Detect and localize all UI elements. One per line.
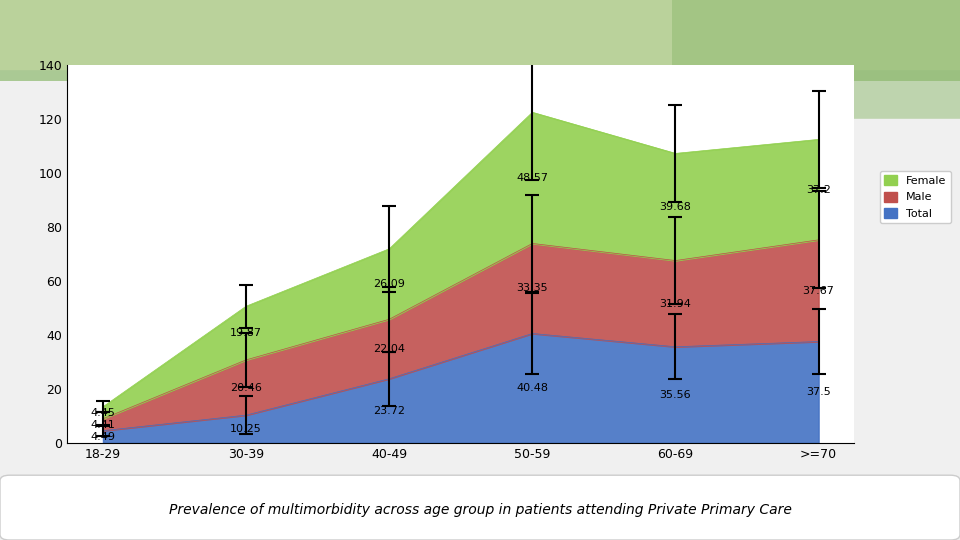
Text: 4.41: 4.41	[90, 420, 115, 430]
Text: 35.56: 35.56	[660, 390, 691, 400]
Text: 31.94: 31.94	[660, 299, 691, 309]
Text: 26.09: 26.09	[373, 279, 405, 289]
Text: 48.57: 48.57	[516, 173, 548, 183]
Text: 10.25: 10.25	[230, 424, 262, 434]
Legend: Female, Male, Total: Female, Male, Total	[879, 171, 951, 223]
Text: Prevalence of multimorbidity across age group in patients attending Private Prim: Prevalence of multimorbidity across age …	[169, 503, 791, 517]
Text: 4.49: 4.49	[90, 432, 115, 442]
Text: 4.45: 4.45	[90, 408, 115, 418]
FancyBboxPatch shape	[0, 475, 960, 540]
Text: 40.48: 40.48	[516, 383, 548, 393]
FancyBboxPatch shape	[672, 0, 960, 119]
Text: 20.46: 20.46	[230, 382, 262, 393]
Text: 37.67: 37.67	[803, 286, 834, 296]
Text: 22.04: 22.04	[373, 344, 405, 354]
Text: 23.72: 23.72	[373, 406, 405, 416]
Text: 19.87: 19.87	[230, 328, 262, 338]
Text: 39.68: 39.68	[660, 202, 691, 212]
Text: 37.5: 37.5	[806, 387, 831, 397]
FancyBboxPatch shape	[0, 0, 960, 81]
Text: 33.35: 33.35	[516, 284, 548, 293]
FancyBboxPatch shape	[0, 0, 960, 70]
Text: 37.2: 37.2	[806, 185, 831, 194]
